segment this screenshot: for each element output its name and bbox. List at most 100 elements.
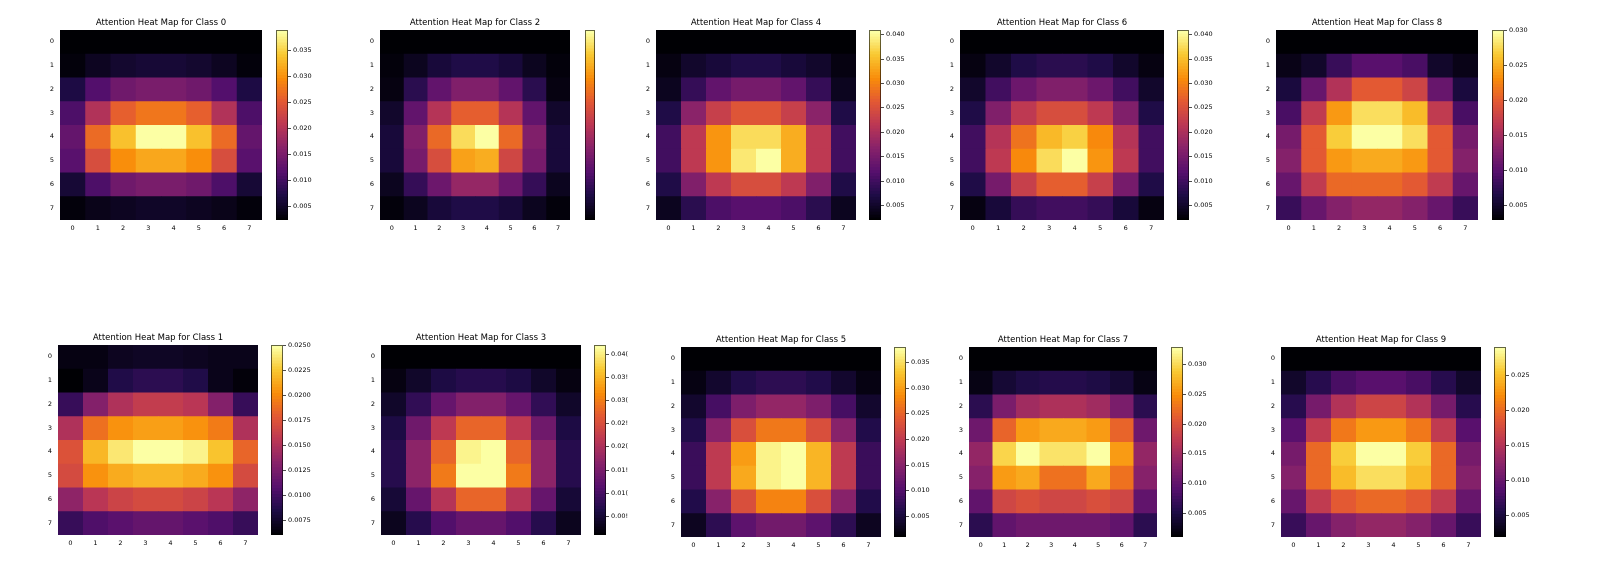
colorbar-segment xyxy=(276,65,288,70)
heatmap-cell-r1-c2 xyxy=(1011,53,1038,79)
heatmap-cell-r7-c0 xyxy=(60,196,86,220)
heatmap-cell-r1-c4 xyxy=(1377,53,1403,79)
y-tick-label: 6 xyxy=(49,179,54,188)
colorbar-segment xyxy=(1177,184,1189,188)
y-tick-label: 4 xyxy=(370,447,375,456)
colorbar-segment xyxy=(1171,507,1183,511)
colorbar-tick-label: 0.005 xyxy=(1511,511,1530,520)
x-tick-label: 0 xyxy=(391,539,396,547)
colorbar-segment xyxy=(1494,391,1506,396)
heatmap-cell-r6-c4 xyxy=(781,489,807,514)
x-tick-label: 7 xyxy=(866,541,871,549)
colorbar-tick-mark xyxy=(881,156,884,158)
colorbar-segment xyxy=(594,475,606,480)
heatmap-cell-r1-c2 xyxy=(110,53,137,79)
colorbar-segment xyxy=(271,362,283,367)
heatmap-cell-r3-c5 xyxy=(186,101,213,126)
colorbar-segment xyxy=(271,392,283,397)
x-tick-label: 0 xyxy=(1291,541,1296,549)
colorbar-tick-label: 0.015 xyxy=(1511,441,1530,450)
colorbar-segment xyxy=(1171,370,1183,375)
heatmap-cell-r5-c2 xyxy=(1016,465,1041,491)
heatmap-cell-r5-c2 xyxy=(110,148,137,174)
colorbar-segment xyxy=(1177,92,1189,96)
colorbar-segment xyxy=(585,217,595,220)
heatmap-cell-r7-c6 xyxy=(208,511,234,535)
heatmap-cell-r6-c0 xyxy=(60,172,86,197)
heatmap-cell-r6-c5 xyxy=(506,487,532,512)
heatmap-cell-r0-c3 xyxy=(456,345,482,370)
y-tick-label: 0 xyxy=(645,37,650,46)
x-tick-label: 2 xyxy=(1021,224,1026,232)
heatmap-cell-r3-c1 xyxy=(83,416,109,441)
heatmap-cell-r1-c0 xyxy=(1276,53,1302,79)
heatmap-cell-r2-c4 xyxy=(1063,394,1088,419)
colorbar-frame xyxy=(1494,347,1506,537)
colorbar-segment xyxy=(1171,465,1183,470)
heatmap-cell-r4-c3 xyxy=(1039,442,1064,467)
x-tick-label: 5 xyxy=(508,224,513,232)
colorbar-segment xyxy=(271,383,283,388)
colorbar-segment xyxy=(869,116,881,120)
y-tick-label: 7 xyxy=(958,520,963,529)
heatmap-cell-r3-c4 xyxy=(1063,418,1088,443)
heatmap-cell-r4-c7 xyxy=(1138,125,1164,150)
heatmap-cell-r2-c2 xyxy=(110,77,137,102)
y-tick-label: 7 xyxy=(645,203,650,212)
heatmap-cell-r4-c4 xyxy=(781,442,807,467)
colorbar-segment xyxy=(271,472,283,477)
colorbar-segment xyxy=(894,427,906,431)
heatmap-cell-r3-c1 xyxy=(1306,418,1332,443)
colorbar-segment xyxy=(585,208,595,212)
colorbar-tick-mark xyxy=(1506,374,1509,376)
x-tick-label: 3 xyxy=(466,539,471,547)
heatmap-cell-r5-c6 xyxy=(806,148,832,174)
colorbar-tick-label: 0.010 xyxy=(911,486,930,495)
colorbar-segment xyxy=(869,142,881,147)
colorbar-tick-label: 0.0225 xyxy=(288,365,311,374)
colorbar-segment xyxy=(894,388,906,393)
heatmap-cell-r0-c3 xyxy=(451,30,476,55)
colorbar-segment xyxy=(1171,510,1183,514)
heatmap-title: Attention Heat Map for Class 0 xyxy=(95,18,227,28)
colorbar-segment xyxy=(1492,133,1504,138)
heatmap-cell-r4-c2 xyxy=(706,125,732,150)
heatmap-cell-r0-c0 xyxy=(381,345,407,370)
heatmap-cell-r2-c0 xyxy=(960,77,987,102)
heatmap-cell-r4-c7 xyxy=(1456,442,1481,467)
colorbar-segment xyxy=(271,365,283,370)
heatmap-cell-r0-c3 xyxy=(133,345,159,370)
colorbar-segment xyxy=(1177,136,1189,141)
heatmap-grid xyxy=(656,30,856,220)
colorbar-segment xyxy=(585,133,595,138)
colorbar-segment xyxy=(594,463,606,468)
heatmap-cell-r4-c3 xyxy=(133,440,159,465)
colorbar-segment xyxy=(594,487,606,492)
colorbar-segment xyxy=(869,169,881,174)
heatmap-cell-r0-c5 xyxy=(1086,347,1111,372)
heatmap-cell-r3-c1 xyxy=(1301,101,1328,126)
heatmap-cell-r2-c5 xyxy=(781,77,807,102)
heatmap-cell-r6-c3 xyxy=(1039,489,1064,514)
colorbar-tick-mark xyxy=(1504,100,1507,101)
heatmap-cell-r2-c2 xyxy=(731,394,757,419)
colorbar-tick-mark xyxy=(283,519,286,521)
colorbar-segment xyxy=(271,419,283,423)
heatmap-cell-r6-c2 xyxy=(427,172,452,197)
y-tick-label: 6 xyxy=(949,179,954,188)
colorbar-segment xyxy=(1492,119,1504,123)
colorbar-segment xyxy=(271,437,283,441)
colorbar-segment xyxy=(585,175,595,180)
heatmap-cell-r1-c5 xyxy=(781,53,807,79)
heatmap-cell-r3-c0 xyxy=(969,418,994,443)
colorbar-tick-label: 0.025 xyxy=(1188,390,1207,398)
colorbar-segment xyxy=(869,86,881,90)
heatmap-cell-r3-c2 xyxy=(110,101,137,126)
colorbar-segment xyxy=(1494,427,1506,431)
x-tick-label: 3 xyxy=(1047,224,1052,232)
heatmap-cell-r4-c3 xyxy=(456,440,482,465)
heatmap-cell-r4-c1 xyxy=(681,125,707,150)
colorbar-segment xyxy=(276,77,288,82)
colorbar-segment xyxy=(1177,101,1189,105)
colorbar-segment xyxy=(1494,501,1506,505)
